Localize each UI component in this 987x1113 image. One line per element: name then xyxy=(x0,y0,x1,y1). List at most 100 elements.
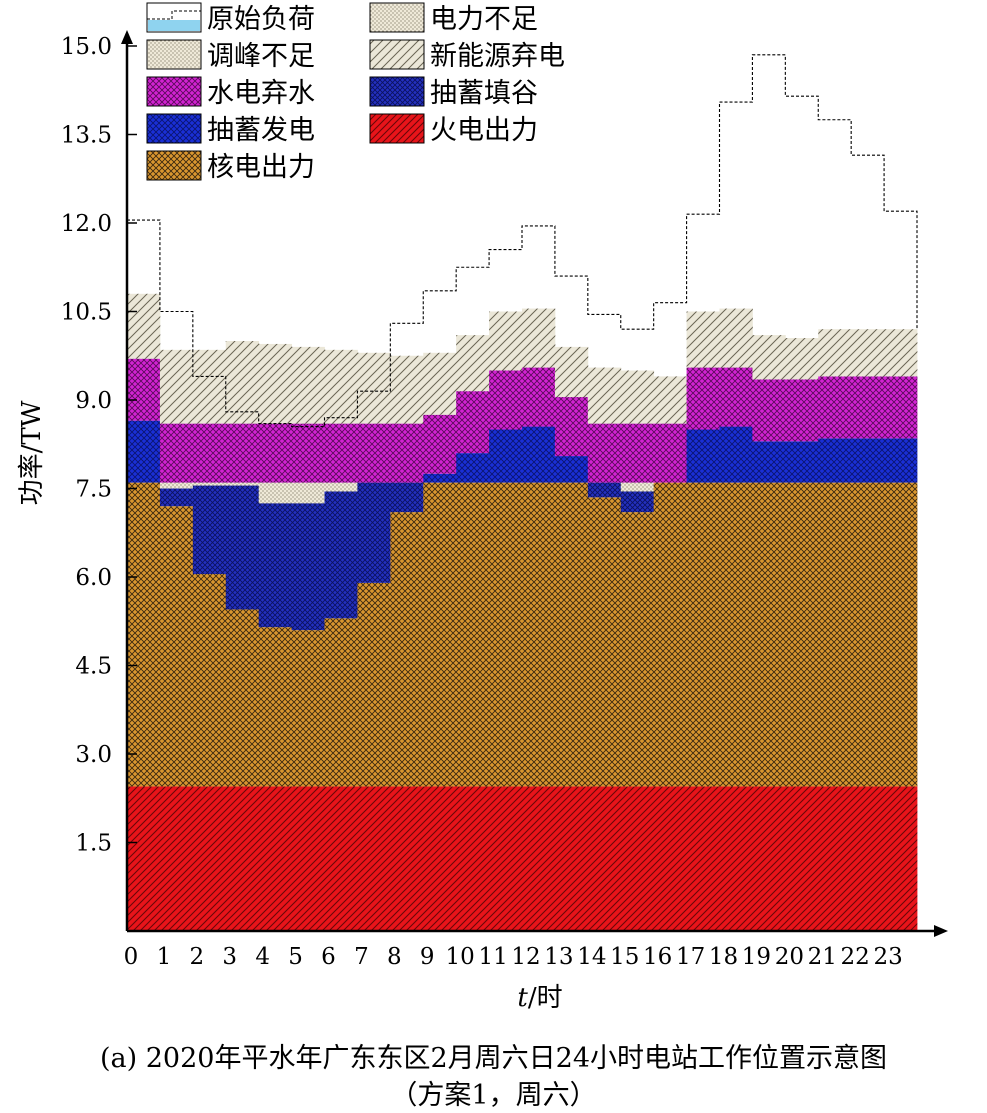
bar-nuclear xyxy=(554,482,589,787)
x-tick-label: 7 xyxy=(354,944,369,970)
bar-nuclear xyxy=(258,627,292,787)
legend-item-pumped_gen: 抽蓄发电 xyxy=(146,113,315,146)
x-tick-label: 20 xyxy=(775,944,804,970)
bar-pumped-gen xyxy=(884,438,918,483)
bar-hydro-spill xyxy=(324,423,358,483)
legend-swatch-thermal xyxy=(369,113,425,144)
bar-thermal xyxy=(159,786,194,931)
y-tick-label: 12.0 xyxy=(61,211,112,237)
bar-thermal xyxy=(127,786,161,931)
bar-renewable-curtail xyxy=(719,308,753,368)
bar-renewable-curtail xyxy=(686,311,720,368)
bar-thermal xyxy=(587,786,622,931)
bar-nuclear xyxy=(884,482,918,787)
bar-pumped-gen xyxy=(127,420,161,483)
x-axis-arrow xyxy=(934,925,948,937)
bar-peak-shortage xyxy=(159,482,194,489)
bar-nuclear xyxy=(587,497,622,787)
y-tick-label: 15.0 xyxy=(61,34,112,60)
bar-nuclear xyxy=(752,482,786,787)
bar-renewable-curtail xyxy=(752,335,786,380)
bar-thermal xyxy=(620,786,655,931)
bar-renewable-curtail xyxy=(324,349,358,424)
bar-renewable-curtail xyxy=(489,311,523,371)
bar-pumped-fill xyxy=(357,482,391,583)
y-tick-label: 10.5 xyxy=(61,300,112,326)
bar-thermal xyxy=(752,786,786,931)
bar-renewable-curtail xyxy=(258,343,292,424)
legend-label-pumped_gen: 抽蓄发电 xyxy=(207,115,315,146)
bar-pumped-fill xyxy=(587,482,622,498)
bar-pumped-gen xyxy=(785,441,819,483)
y-tick-label: 13.5 xyxy=(61,123,112,149)
bar-pumped-gen xyxy=(719,426,753,483)
bar-thermal xyxy=(357,786,391,931)
bar-pumped-gen xyxy=(851,438,885,483)
bar-pumped-gen xyxy=(522,426,556,483)
bar-renewable-curtail xyxy=(522,308,556,368)
bar-nuclear xyxy=(357,582,391,787)
x-tick-label: 23 xyxy=(873,944,902,970)
bar-thermal xyxy=(522,786,556,931)
x-tick-label: 4 xyxy=(255,944,270,970)
bar-thermal xyxy=(719,786,753,931)
bar-renewable-curtail xyxy=(159,349,194,424)
legend-swatch-hydro_spill xyxy=(146,76,202,107)
bar-thermal xyxy=(456,786,490,931)
original-load-line xyxy=(127,54,918,428)
bar-nuclear xyxy=(456,482,490,787)
bar-pumped-fill xyxy=(258,503,292,628)
bar-hydro-spill xyxy=(192,423,227,483)
bar-nuclear xyxy=(291,630,325,787)
x-tick-label: 12 xyxy=(511,944,540,970)
bar-renewable-curtail xyxy=(620,370,655,424)
y-tick-label: 6.0 xyxy=(75,565,112,591)
bar-hydro-spill xyxy=(390,423,424,483)
bar-hydro-spill xyxy=(291,423,325,483)
bar-thermal xyxy=(489,786,523,931)
bar-hydro-spill xyxy=(884,376,918,439)
x-axis-label-unit: /时 xyxy=(528,983,563,1013)
bar-pumped-fill xyxy=(192,485,227,575)
bar-nuclear xyxy=(851,482,885,787)
y-tick-label: 4.5 xyxy=(75,654,112,680)
bar-hydro-spill xyxy=(653,423,687,483)
bar-nuclear xyxy=(390,512,424,787)
bar-nuclear xyxy=(522,482,556,787)
y-tick-label: 9.0 xyxy=(75,388,112,414)
legend-label-pumped_fill: 抽蓄填谷 xyxy=(430,78,538,109)
legend-label-renewable_curtail: 新能源弃电 xyxy=(430,41,565,72)
x-tick-label: 5 xyxy=(288,944,303,970)
bars-layer xyxy=(127,293,918,931)
legend-label-power_shortage: 电力不足 xyxy=(430,4,538,35)
bar-thermal xyxy=(884,786,918,931)
bar-hydro-spill xyxy=(818,376,852,439)
legend-item-nuclear: 核电出力 xyxy=(146,150,315,183)
load-layer xyxy=(127,54,918,428)
legend-swatch-power_shortage xyxy=(369,2,425,33)
bar-thermal xyxy=(785,786,819,931)
x-tick-label: 14 xyxy=(577,944,606,970)
bar-renewable-curtail xyxy=(785,338,819,380)
bar-thermal xyxy=(225,786,260,931)
bar-renewable-curtail xyxy=(456,335,490,392)
bar-thermal xyxy=(818,786,852,931)
bar-peak-shortage xyxy=(258,482,292,504)
bar-renewable-curtail xyxy=(225,341,260,424)
legend-swatch-peak_shortage xyxy=(146,39,202,70)
bar-renewable-curtail xyxy=(851,329,885,377)
y-tick-label: 7.5 xyxy=(75,477,112,503)
y-tick-label: 3.0 xyxy=(75,742,112,768)
bar-renewable-curtail xyxy=(357,352,391,424)
bar-hydro-spill xyxy=(127,358,161,421)
x-tick-label: 11 xyxy=(478,944,507,970)
bar-thermal xyxy=(554,786,589,931)
x-tick-label: 15 xyxy=(610,944,639,970)
bar-renewable-curtail xyxy=(818,329,852,377)
x-tick-label: 22 xyxy=(841,944,870,970)
bar-nuclear xyxy=(489,482,523,787)
x-axis-label-var: t xyxy=(517,983,528,1013)
bar-renewable-curtail xyxy=(423,352,457,415)
legend-item-hydro_spill: 水电弃水 xyxy=(146,76,315,109)
legend-swatch-pumped_fill xyxy=(369,76,425,107)
